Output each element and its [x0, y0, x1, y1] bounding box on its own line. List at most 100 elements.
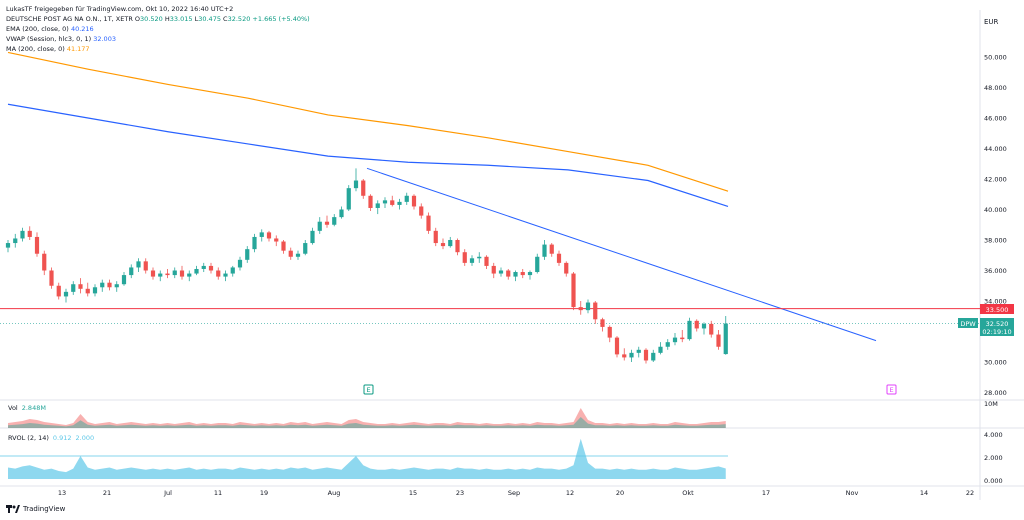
earnings-marker[interactable]	[363, 384, 374, 395]
candle-body	[564, 262, 569, 274]
footer-brand[interactable]: TradingView	[6, 505, 65, 513]
time-tick-label: 17	[762, 489, 770, 497]
candle-body	[658, 346, 663, 353]
event-marker[interactable]	[886, 384, 897, 395]
vwap-legend[interactable]: VWAP (Session, hlc3, 0, 1) 32.003	[6, 35, 116, 43]
candle-body	[346, 188, 351, 210]
tradingview-logo-icon	[6, 505, 20, 513]
candle-body	[114, 284, 119, 288]
candle-body	[484, 256, 489, 266]
candle-body	[716, 334, 721, 347]
candle-body	[622, 354, 627, 358]
symbol-title[interactable]: DEUTSCHE POST AG NA O.N., 1T, XETR	[6, 15, 133, 23]
candle-body	[295, 253, 301, 257]
price-tick-label: 46.000	[984, 115, 1007, 123]
candle-body	[672, 337, 678, 343]
time-tick-label: 23	[456, 489, 464, 497]
symbol-line: DEUTSCHE POST AG NA O.N., 1T, XETR O30.5…	[6, 15, 310, 23]
candle-body	[419, 206, 424, 216]
candle-body	[332, 217, 337, 225]
candle-body	[404, 195, 409, 202]
candle-body	[259, 232, 264, 237]
last-price: 32.520	[986, 320, 1009, 328]
candle-body	[411, 195, 417, 207]
time-tick-label: Nov	[846, 489, 859, 497]
candle-body	[643, 349, 649, 361]
time-tick-label: 22	[966, 489, 974, 497]
event-marker-label: E	[889, 386, 893, 394]
price-axis[interactable]: 50.000 48.000 46.000 44.000 42.000 40.000 38.0…	[984, 54, 1007, 398]
price-tick-label: 48.000	[984, 84, 1007, 92]
candle-body	[165, 273, 170, 276]
candle-body	[448, 240, 453, 247]
candle-body	[208, 265, 214, 271]
candle-body	[172, 270, 177, 276]
candle-body	[549, 244, 554, 254]
time-tick-label: 13	[58, 489, 66, 497]
candle-body	[701, 323, 707, 329]
candle-body	[651, 352, 656, 361]
time-tick-label: 19	[260, 489, 268, 497]
rvol-label: RVOL (2, 14) 0.912 2.000	[8, 434, 94, 442]
ema-legend[interactable]: EMA (200, close, 0) 40.216	[6, 25, 94, 33]
candle-body	[216, 270, 221, 277]
rvol-pane	[0, 438, 728, 479]
volume-area-down	[8, 408, 726, 428]
indicator-lines	[0, 51, 980, 342]
candle-body	[636, 349, 641, 353]
candle-body	[513, 272, 518, 277]
candle-body	[629, 352, 634, 358]
candle-body	[542, 244, 547, 257]
candle-body	[42, 253, 47, 271]
volume-area-up	[8, 417, 726, 428]
candle-body	[709, 323, 714, 335]
candle-body	[462, 252, 467, 263]
close-value: 32.520	[227, 15, 251, 23]
time-tick-label: Okt	[682, 489, 694, 497]
price-tick-label: 50.000	[984, 54, 1007, 62]
time-tick-label: Sep	[508, 489, 520, 497]
ma-legend[interactable]: MA (200, close, 0) 41.177	[6, 45, 90, 53]
candle-body	[237, 259, 243, 268]
candle-body	[245, 249, 250, 260]
candle-body	[136, 261, 141, 268]
candle-body	[353, 180, 359, 189]
candle-body	[129, 267, 134, 276]
candle-body	[723, 323, 728, 355]
candle-body	[535, 256, 540, 273]
candle-body	[223, 273, 228, 277]
candle-body	[143, 261, 148, 271]
candle-body	[288, 250, 293, 257]
shared-by-text: LukasTF freigegeben für TradingView.com,…	[6, 5, 234, 13]
candles	[5, 168, 728, 364]
candle-body	[78, 284, 83, 289]
time-tick-label: Jul	[163, 489, 172, 497]
svg-text:33.500: 33.500	[986, 306, 1009, 314]
candle-body	[375, 203, 380, 208]
candle-body	[440, 243, 446, 247]
price-tick-label: 42.000	[984, 176, 1007, 184]
candle-body	[687, 320, 692, 340]
symbol-tag	[958, 318, 978, 328]
candle-body	[100, 282, 105, 288]
candle-body	[469, 258, 475, 263]
candle-body	[520, 272, 525, 276]
candle-body	[230, 267, 235, 274]
candle-body	[49, 270, 54, 286]
candle-body	[607, 326, 612, 338]
trendline	[366, 167, 877, 342]
candle-body	[578, 307, 583, 311]
rvol-axis-2: 2.000	[984, 454, 1003, 462]
candle-body	[252, 236, 257, 250]
time-tick-label: Aug	[328, 489, 341, 497]
candle-body	[158, 273, 163, 277]
time-axis[interactable]: 13 21 Jul 11 19 Aug 15 23 Sep 12 20 Okt 17 Nov 14 22	[58, 489, 974, 497]
price-tick-label: 44.000	[984, 145, 1007, 153]
candle-body	[20, 230, 25, 239]
candle-body	[426, 215, 431, 231]
candle-body	[390, 200, 395, 205]
candle-body	[281, 241, 286, 251]
time-tick-label: 14	[920, 489, 928, 497]
